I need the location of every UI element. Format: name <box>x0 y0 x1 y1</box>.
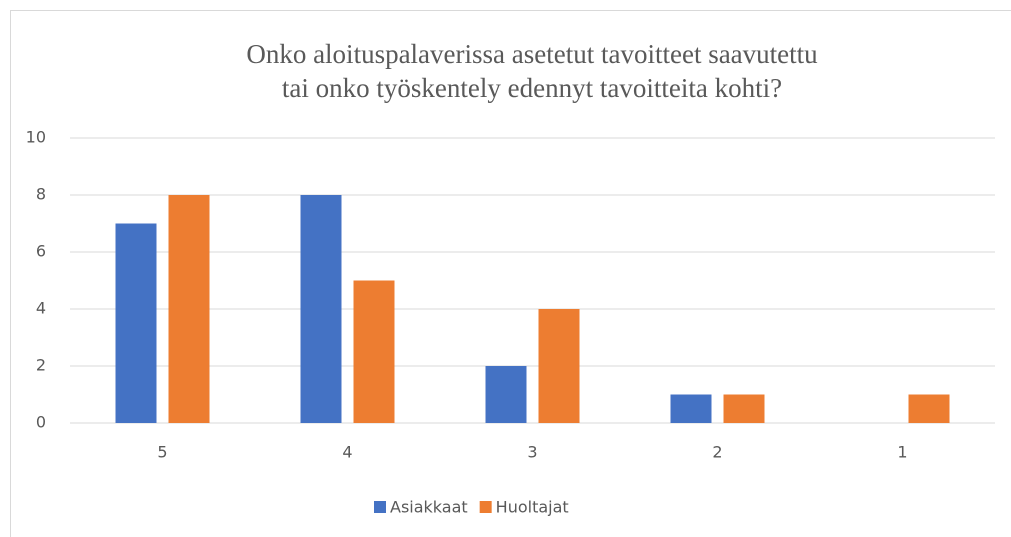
bar <box>353 280 395 423</box>
x-tick-label: 4 <box>342 443 352 462</box>
bar <box>168 195 210 423</box>
y-tick-label: 8 <box>36 185 46 204</box>
legend-label: Asiakkaat <box>390 498 468 517</box>
legend-label: Huoltajat <box>496 498 569 517</box>
y-tick-label: 6 <box>36 242 46 261</box>
x-tick-label: 5 <box>157 443 167 462</box>
x-tick-label: 1 <box>897 443 907 462</box>
bar <box>300 195 342 423</box>
x-tick-label: 3 <box>527 443 537 462</box>
chart-title: tai onko työskentely edennyt tavoitteita… <box>282 73 782 103</box>
x-tick-label: 2 <box>712 443 722 462</box>
bar <box>115 223 157 423</box>
legend-swatch <box>374 501 386 513</box>
bar <box>908 394 950 423</box>
y-tick-label: 0 <box>36 413 46 432</box>
bar <box>670 394 712 423</box>
legend-swatch <box>479 501 492 513</box>
bar <box>485 366 527 423</box>
bar <box>538 309 580 423</box>
y-tick-label: 2 <box>36 356 46 375</box>
bar <box>723 394 765 423</box>
y-tick-label: 10 <box>26 128 46 147</box>
y-tick-label: 4 <box>36 299 46 318</box>
chart-title: Onko aloituspalaverissa asetetut tavoitt… <box>246 39 818 69</box>
